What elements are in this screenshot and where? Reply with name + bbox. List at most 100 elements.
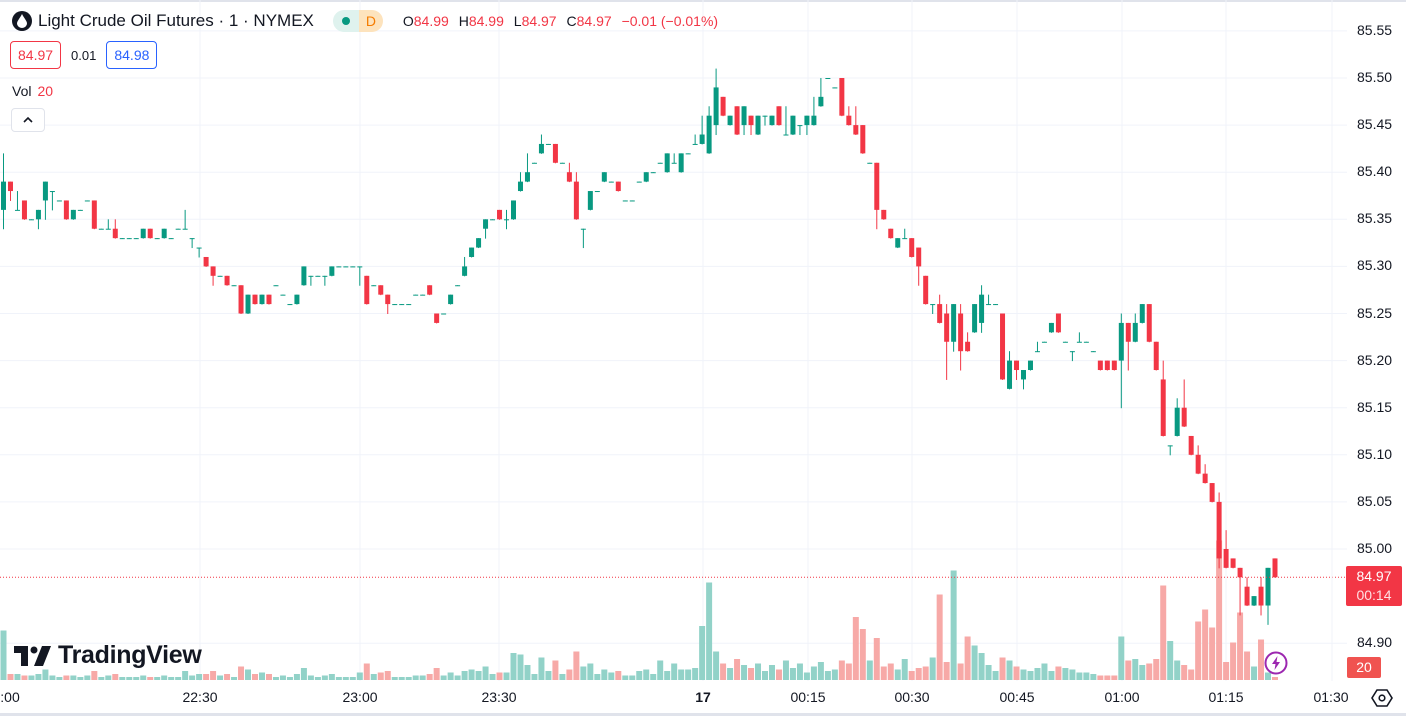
volume-bar [175, 677, 182, 680]
candle-body [762, 115, 768, 117]
volume-bar [517, 654, 524, 680]
volume-bar [314, 677, 321, 680]
candle-body [273, 285, 279, 287]
volume-bar [328, 674, 335, 680]
candle-body [133, 238, 139, 240]
volume-bar [873, 638, 880, 680]
candle-body [91, 200, 97, 229]
collapse-legend-button[interactable] [11, 108, 45, 132]
volume-bar [950, 570, 957, 680]
volume-bar [559, 674, 566, 680]
volume-bar [734, 659, 741, 680]
candle-body [98, 228, 104, 230]
volume-bar [1167, 641, 1174, 680]
volume-bar [105, 675, 112, 680]
candle-body [1048, 322, 1054, 333]
volume-bar [161, 675, 168, 680]
time-tick-label: :00 [0, 689, 20, 705]
buy-button[interactable]: 84.98 [106, 41, 158, 69]
volume-bar [671, 663, 678, 680]
volume-bar [810, 666, 817, 680]
current-price-label: 84.97 00:14 [1346, 566, 1402, 606]
sell-button[interactable]: 84.97 [10, 41, 62, 69]
volume-bar [356, 672, 363, 680]
price-tick-label: 85.00 [1357, 540, 1393, 556]
volume-bar [1104, 675, 1111, 680]
candle-body [552, 143, 558, 163]
volume-bar [852, 617, 859, 680]
candle-body [860, 125, 866, 154]
volume-bar [727, 668, 734, 680]
candle-body [909, 238, 915, 257]
candle-body [1265, 567, 1271, 606]
volume-bar [147, 677, 154, 680]
volume-bar [615, 671, 622, 680]
bar-countdown: 00:14 [1356, 587, 1392, 603]
candle-body [308, 275, 314, 277]
candle-body [944, 313, 950, 342]
symbol-title[interactable]: Light Crude Oil Futures · 1 · NYMEX [38, 11, 314, 30]
candle-body [301, 266, 307, 286]
candle-body [371, 285, 377, 287]
volume-bar [1202, 609, 1209, 680]
candle-body [1132, 322, 1138, 342]
candle-body [965, 341, 971, 352]
volume-bar [1153, 659, 1160, 680]
volume-bar [217, 675, 224, 680]
price-tick-label: 85.25 [1357, 304, 1393, 321]
candle-body [1146, 304, 1152, 342]
volume-bar [685, 669, 692, 680]
volume-bar [692, 668, 699, 680]
candle-body [671, 162, 677, 164]
candle-body [566, 172, 572, 182]
candle-body [1139, 304, 1145, 323]
candle-body [958, 313, 964, 352]
candle-body [1230, 558, 1236, 568]
volume-bar [538, 657, 545, 680]
volume-bar [880, 666, 887, 680]
candle-body [399, 304, 405, 306]
candle-body [392, 304, 398, 306]
bottom-border [0, 713, 1406, 716]
candle-body [1209, 483, 1215, 502]
volume-label: Vol [12, 83, 32, 99]
time-tick-label: 23:00 [342, 689, 378, 705]
candle-body [923, 275, 929, 305]
volume-bar [908, 671, 915, 680]
candle-body [916, 247, 922, 267]
volume-bar [503, 672, 510, 680]
volume-bar [482, 666, 489, 680]
volume-bar [587, 663, 594, 680]
settings-hexagon-icon[interactable] [1370, 686, 1394, 715]
volume-bar [0, 630, 7, 680]
volume-bar [1090, 674, 1097, 680]
volume-bar [377, 672, 384, 680]
volume-bar [1146, 663, 1153, 680]
tradingview-logo[interactable]: TradingView [14, 641, 202, 670]
candle-body [1041, 341, 1047, 343]
market-status-pill[interactable]: D [332, 10, 383, 32]
tradingview-logo-icon [14, 645, 51, 666]
delayed-badge: D [358, 10, 383, 32]
candle-body [1237, 567, 1243, 578]
lightning-icon[interactable] [1264, 651, 1288, 680]
candle-body [42, 181, 48, 201]
candle-body [357, 266, 363, 268]
candle-body [657, 162, 663, 164]
volume-bar [762, 671, 769, 680]
volume-bar [622, 675, 629, 680]
volume-bar [335, 677, 342, 680]
volume-bar [838, 660, 845, 680]
volume-bar [426, 674, 433, 680]
candle-body [853, 125, 859, 135]
volume-bar [98, 677, 105, 680]
price-tick-label: 85.45 [1357, 116, 1393, 133]
volume-bar [245, 669, 252, 680]
volume-bar [1062, 668, 1069, 680]
candle-body [573, 181, 579, 220]
candle-body [1104, 360, 1110, 371]
candle-body [322, 275, 328, 277]
candle-body [413, 294, 419, 296]
volume-bar [252, 674, 259, 680]
